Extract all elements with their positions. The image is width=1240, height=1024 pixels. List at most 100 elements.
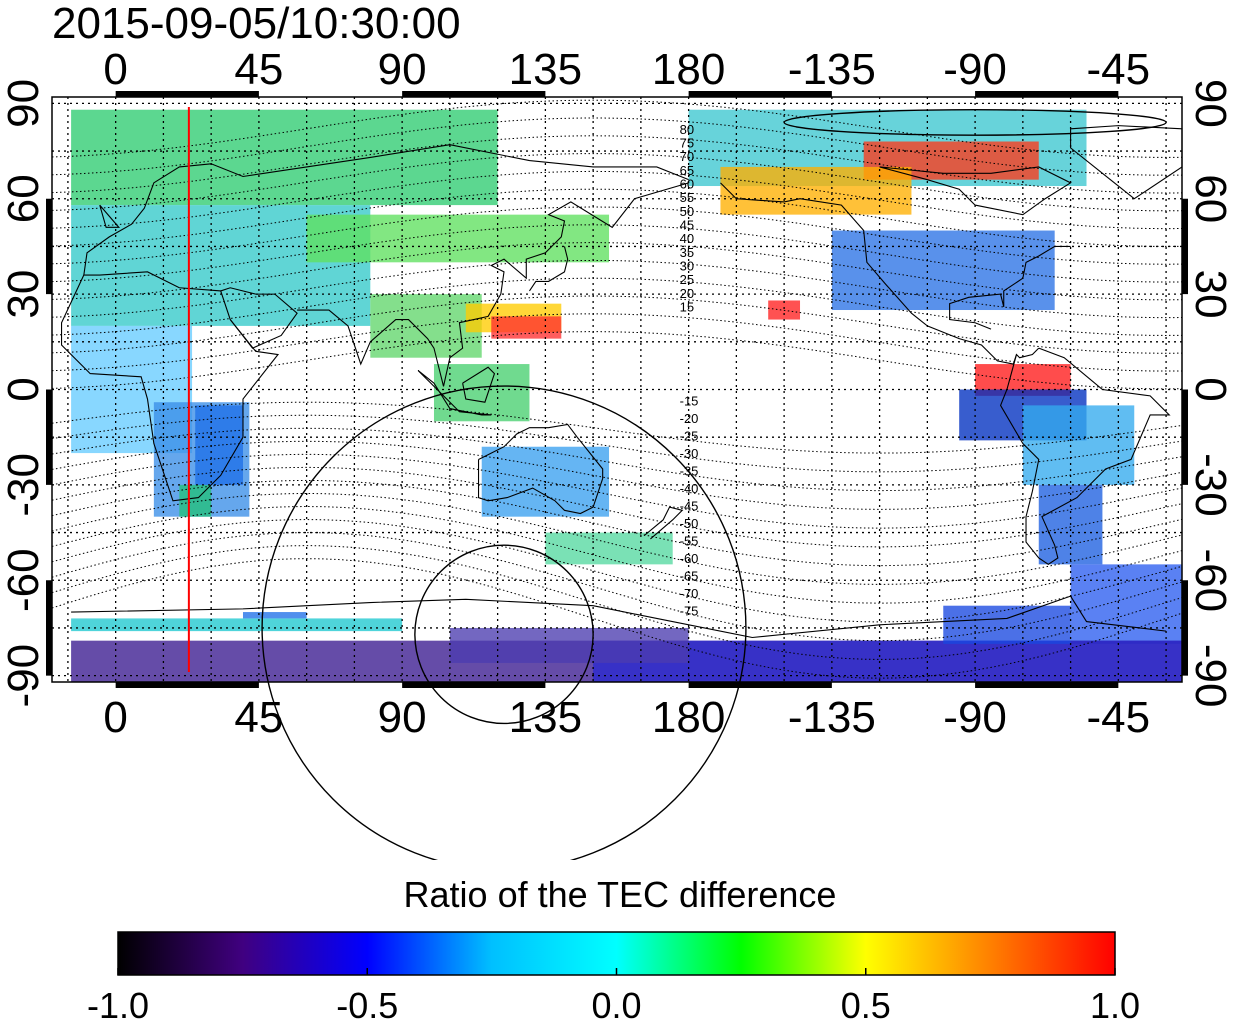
coastline — [297, 182, 689, 387]
mlat-contour-south — [51, 519, 1183, 623]
mlat-label-south: -30 — [680, 446, 699, 461]
tec-patch — [491, 316, 562, 339]
top-lon-label: 180 — [652, 45, 725, 94]
left-lat-label: -60 — [0, 548, 48, 612]
top-lon-label: -90 — [943, 45, 1007, 94]
mlat-contour-north — [51, 224, 1183, 283]
coastline — [879, 166, 1072, 216]
coastline — [999, 347, 1171, 566]
mlat-contour-south — [51, 545, 1183, 660]
top-lon-label: 0 — [103, 45, 127, 94]
top-lon-label: 135 — [509, 45, 582, 94]
colorbar-tick-label: 0.5 — [841, 985, 891, 1024]
mlat-contour-south — [51, 505, 1183, 604]
mlat-contour-north — [51, 259, 1183, 319]
coastline — [462, 366, 496, 403]
mlat-label-north: 60 — [680, 176, 694, 191]
mlat-label-north: 50 — [680, 204, 694, 219]
tec-patch — [242, 612, 307, 619]
right-lat-label: 90 — [1186, 79, 1235, 128]
grid-lines — [52, 97, 1182, 682]
bottom-lon-label: -135 — [788, 693, 876, 742]
mlat-label-south: -25 — [680, 429, 699, 444]
coastline — [60, 271, 280, 502]
coastline — [1070, 125, 1183, 200]
axis-tick-bars — [46, 91, 1188, 688]
left-lat-label: -90 — [0, 644, 48, 708]
top-lon-label: 90 — [378, 45, 427, 94]
left-tick-bar — [46, 580, 52, 676]
top-tick-bar — [402, 91, 546, 97]
colorbar-title: Ratio of the TEC difference — [403, 874, 837, 915]
mlat-label-north: 80 — [680, 122, 694, 137]
mlat-label-south: -15 — [680, 394, 699, 409]
map-title: 2015-09-05/10:30:00 — [52, 0, 461, 48]
mlat-label-south: -60 — [680, 551, 699, 566]
left-lat-label: 60 — [0, 174, 48, 223]
coastline — [417, 369, 492, 416]
mlat-contour-south — [51, 440, 1183, 510]
right-lat-label: 0 — [1186, 377, 1235, 401]
mlat-label-south: -55 — [680, 534, 699, 549]
mlat-label-north: 55 — [680, 190, 694, 205]
coastline — [529, 246, 569, 292]
mlat-label-north: 30 — [680, 259, 694, 274]
left-lat-label: -30 — [0, 453, 48, 517]
colorbar-gradient — [117, 931, 1116, 976]
mlat-label-north: 45 — [680, 217, 694, 232]
mlat-label-south: -40 — [680, 481, 699, 496]
tec-map: 8075706560555045403530252015-15-20-25-30… — [0, 45, 1235, 860]
right-tick-bar — [1182, 198, 1188, 295]
mlat-contour-south — [51, 479, 1183, 567]
mlat-contour-south — [51, 414, 1183, 473]
coastline — [477, 423, 604, 515]
mlat-contour-north — [51, 135, 1183, 194]
tec-patch — [1022, 405, 1135, 485]
mlat-label-south: -70 — [680, 586, 699, 601]
tec-patch — [71, 618, 403, 632]
top-lon-label: -45 — [1087, 45, 1151, 94]
right-lat-label: 30 — [1186, 270, 1235, 319]
coastline — [83, 144, 689, 276]
mlat-contour-north — [51, 188, 1183, 247]
mlat-label-north: 35 — [680, 245, 694, 260]
colorbar-tick-label: 1.0 — [1090, 985, 1140, 1024]
mlat-label-south: -50 — [680, 516, 699, 531]
left-tick-bar — [46, 198, 52, 295]
bottom-tick-bar — [115, 682, 259, 688]
bottom-tick-bar — [402, 682, 546, 688]
tec-patch — [306, 214, 610, 263]
coastline — [71, 595, 1167, 639]
bottom-tick-bar — [975, 682, 1119, 688]
mlat-contour-north — [51, 153, 1183, 212]
mlat-contour-north — [51, 242, 1183, 301]
mlat-contour-north — [51, 170, 1183, 230]
top-tick-bar — [975, 91, 1119, 97]
colorbar-tick-label: -1.0 — [87, 985, 149, 1024]
top-tick-bar — [115, 91, 259, 97]
mlat-contour-south — [51, 427, 1183, 492]
mlat-label-south: -20 — [680, 411, 699, 426]
right-lat-label: 60 — [1186, 174, 1235, 223]
mlat-contour-north — [51, 277, 1183, 336]
bottom-lon-label: 135 — [509, 693, 582, 742]
coastline — [99, 204, 121, 228]
left-tick-bar — [46, 389, 52, 485]
colorbar-ticks: -1.0 -0.5 0.0 0.5 1.0 — [87, 968, 1140, 1024]
mlat-contour-north — [51, 99, 1183, 158]
mlat-label-north: 65 — [680, 163, 694, 178]
mlat-label-north: 25 — [680, 272, 694, 287]
mlat-label-north: 75 — [680, 135, 694, 150]
tec-patch — [943, 605, 1071, 644]
left-lat-label: 90 — [0, 79, 48, 128]
mlat-label-south: -65 — [680, 568, 699, 583]
bottom-tick-bar — [688, 682, 832, 688]
colorbar-tick-label: -0.5 — [336, 985, 398, 1024]
mlat-contour-south — [51, 532, 1183, 642]
mlat-contour-south — [51, 401, 1183, 454]
tec-patch — [71, 109, 498, 206]
top-lon-label: -135 — [788, 45, 876, 94]
right-lat-label: -90 — [1186, 644, 1235, 708]
